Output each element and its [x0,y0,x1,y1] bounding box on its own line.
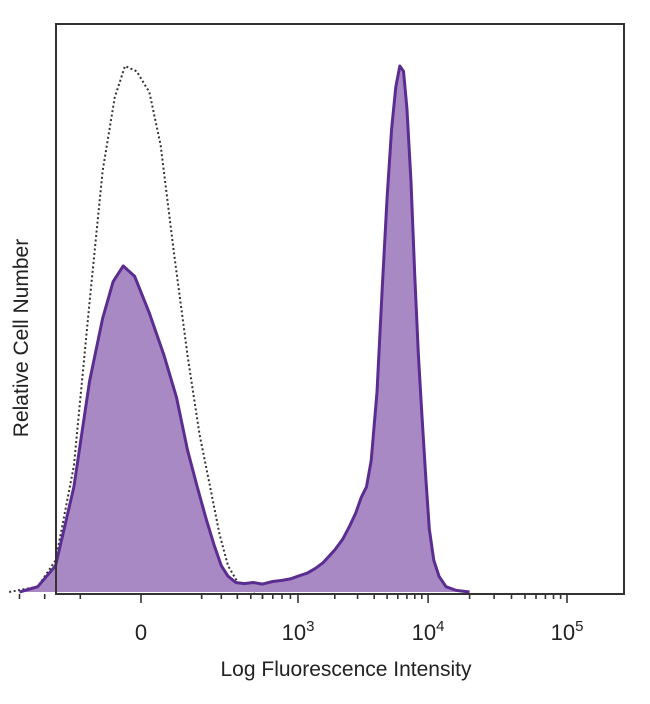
stained-histogram-fill [19,66,470,592]
plot-frame [55,23,625,595]
x-axis-tick-labels: 0 103 104 105 [135,618,584,645]
x-axis-title: Log Fluorescence Intensity [221,658,472,681]
x-tick-label: 103 [282,618,315,645]
stained-histogram-line [19,64,470,594]
x-tick-label: 0 [135,620,147,645]
x-tick-label: 105 [551,618,584,645]
x-axis-ticks [18,594,568,603]
y-axis-title: Relative Cell Number [10,239,33,437]
plot-area [9,64,470,594]
x-tick-label: 104 [412,618,445,645]
